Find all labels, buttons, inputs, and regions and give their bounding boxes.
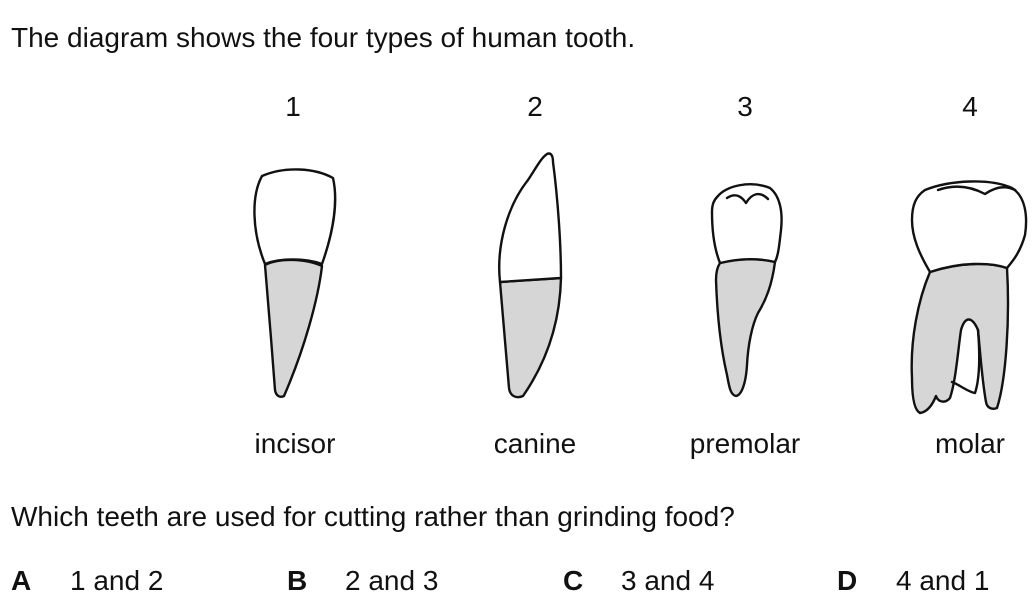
option-d-letter[interactable]: D (837, 565, 858, 596)
option-a-text[interactable]: 1 and 2 (70, 565, 164, 596)
molar-tooth (910, 180, 1028, 415)
molar-root-gap (950, 328, 981, 395)
option-c-text[interactable]: 3 and 4 (621, 565, 715, 596)
incisor-tooth (253, 168, 337, 398)
incisor-root (263, 258, 324, 398)
premolar-crown (710, 183, 783, 265)
premolar-cusp-line (725, 192, 770, 205)
tooth-number-2: 2 (527, 91, 543, 122)
tooth-number-3: 3 (737, 91, 753, 122)
tooth-label-premolar: premolar (689, 428, 801, 459)
option-b-text[interactable]: 2 and 3 (345, 565, 439, 596)
molar-root (910, 262, 1010, 415)
option-c-letter[interactable]: C (563, 565, 584, 596)
tooth-number-4: 4 (962, 91, 978, 122)
intro-text: The diagram shows the four types of huma… (11, 22, 636, 53)
molar-cusp-line (936, 185, 1017, 196)
option-a-letter[interactable]: A (11, 565, 32, 596)
premolar-tooth (710, 183, 783, 398)
premolar-root (714, 257, 777, 398)
canine-tooth (498, 152, 563, 399)
question-text: Which teeth are used for cutting rather … (11, 501, 735, 532)
incisor-crown (253, 168, 337, 266)
molar-crown (910, 180, 1028, 274)
canine-root (498, 276, 563, 399)
option-d-text[interactable]: 4 and 1 (896, 565, 990, 596)
tooth-number-1: 1 (285, 91, 301, 122)
tooth-label-canine: canine (493, 428, 577, 459)
canine-crown (498, 152, 563, 284)
option-b-letter[interactable]: B (287, 565, 308, 596)
tooth-label-incisor: incisor (254, 428, 336, 459)
tooth-label-molar: molar (934, 428, 1006, 459)
